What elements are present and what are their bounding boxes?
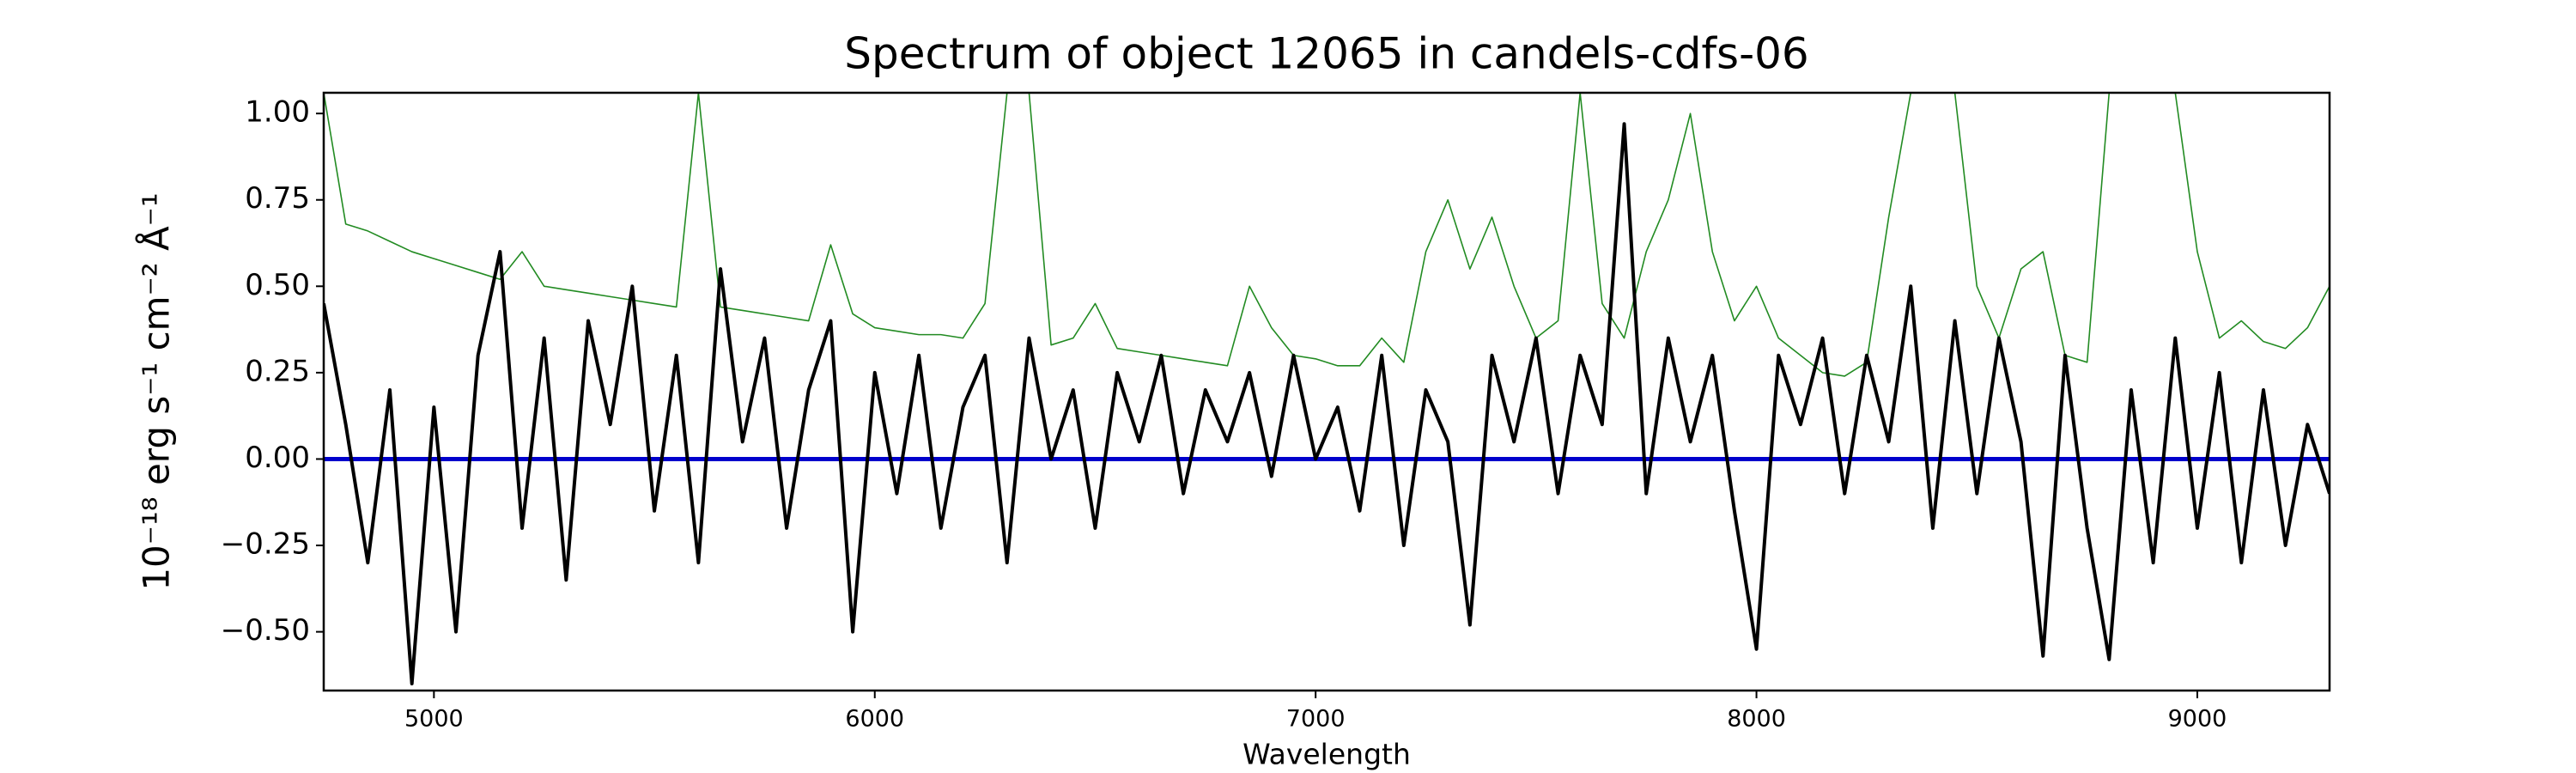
spectrum-line [324, 93, 2330, 377]
y-axis-label: 10⁻¹⁸ erg s⁻¹ cm⁻² Å⁻¹ [135, 192, 178, 590]
y-tick-label: 0.25 [245, 354, 310, 388]
y-tick-label: 0.00 [245, 441, 310, 475]
y-tick-label: 0.50 [245, 268, 310, 302]
x-tick-label: 5000 [404, 706, 464, 733]
y-tick-label: −0.25 [221, 527, 310, 562]
axes-frame [322, 91, 2331, 692]
x-tick-label: 9000 [2168, 706, 2227, 733]
y-tick-label: 1.00 [245, 95, 310, 130]
y-tick-label: −0.50 [221, 613, 310, 648]
chart-title: Spectrum of object 12065 in candels-cdfs… [844, 29, 1809, 79]
spectrum-line [324, 122, 2330, 685]
x-tick-label: 6000 [845, 706, 904, 733]
x-tick-label: 8000 [1727, 706, 1786, 733]
plot-area [324, 93, 2330, 685]
y-tick-label: 0.75 [245, 181, 310, 216]
x-tick-label: 7000 [1286, 706, 1346, 733]
x-axis-label: Wavelength [1242, 738, 1411, 771]
